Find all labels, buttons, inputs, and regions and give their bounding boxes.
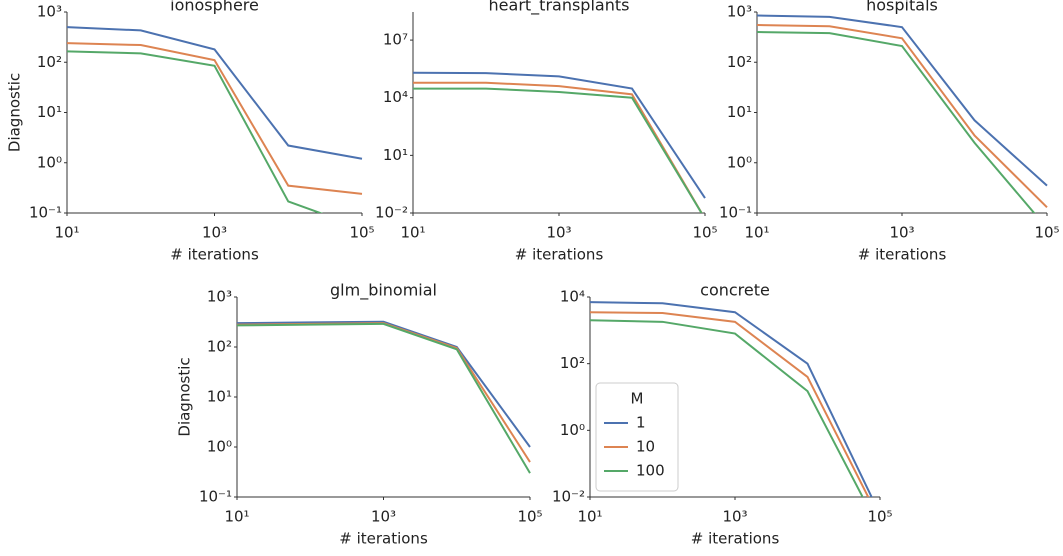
y-tick-label: 10¹ [37,103,62,121]
y-tick-label: 10⁷ [383,31,408,49]
series-line [590,301,873,497]
subplot-title: concrete [700,281,770,300]
x-tick-label: 10³ [889,224,914,242]
series-line [237,322,531,474]
x-tick-label: 10¹ [400,224,425,242]
x-tick-label: 10³ [722,508,747,526]
subplot: heart_transplants 10¹ 10³ 10⁵ 10⁻² 10¹ 10⁴ 10⁷ #… [375,0,718,264]
subplot: ionosphere 10¹ 10³ 10⁵ 10⁻¹ 10⁰ 10¹ 10² 10³ # ite… [6,0,375,264]
x-tick-label: 10³ [371,508,396,526]
legend-label: 100 [636,462,665,480]
subplot-title: glm_binomial [330,281,437,301]
series-line [757,30,1036,213]
y-tick-label: 10⁻¹ [199,488,232,506]
legend-frame [595,382,679,492]
y-tick-label: 10⁰ [560,421,585,439]
legend-title: M [631,390,644,408]
series-line [757,24,1048,208]
y-tick-label: 10² [207,338,232,356]
y-tick-label: 10¹ [207,388,232,406]
y-tick-label: 10⁰ [727,153,752,171]
series-line [67,42,363,195]
y-tick-label: 10⁻² [375,204,408,222]
legend-label: 1 [636,414,646,432]
x-tick-label: 10⁵ [349,224,374,242]
x-axis-label: # iterations [339,530,428,548]
subplot: glm_binomial 10¹ 10³ 10⁵ 10⁻¹ 10⁰ 10¹ 10² 10³ # i… [176,281,543,548]
y-tick-label: 10¹ [727,103,752,121]
series-line [67,26,363,160]
subplot-title: hospitals [866,0,938,15]
subplot: concrete 10¹ 10³ 10⁵ 10⁻² 10⁰ 10² 10⁴ # iteratio… [552,281,893,548]
x-axis-label: # iterations [170,246,259,264]
x-tick-label: 10⁵ [692,224,717,242]
series-line [413,71,706,199]
series-line [413,81,703,213]
y-axis-label: Diagnostic [6,73,24,152]
x-axis-label: # iterations [691,530,780,548]
y-tick-label: 10⁻¹ [29,204,62,222]
subplot-title: heart_transplants [489,0,630,16]
series-line [590,319,864,497]
y-axis-label: Diagnostic [176,357,194,436]
x-tick-label: 10¹ [54,224,79,242]
x-axis-label: # iterations [858,246,947,264]
y-tick-label: 10⁴ [383,88,408,106]
x-tick-label: 10¹ [744,224,769,242]
y-tick-label: 10³ [727,3,752,21]
x-tick-label: 10³ [202,224,227,242]
y-tick-label: 10⁴ [560,288,585,306]
series-line [757,14,1048,187]
y-tick-label: 10² [560,354,585,372]
y-tick-label: 10⁰ [207,438,232,456]
y-tick-label: 10³ [207,288,232,306]
y-tick-label: 10³ [37,3,62,21]
y-tick-label: 10⁻² [552,488,585,506]
subplot: hospitals 10¹ 10³ 10⁵ 10⁻¹ 10⁰ 10¹ 10² 10³ # iter… [719,0,1060,264]
x-axis-label: # iterations [515,246,604,264]
x-tick-label: 10⁵ [1034,224,1059,242]
legend-label: 10 [636,438,655,456]
y-tick-label: 10² [37,53,62,71]
y-tick-label: 10⁰ [37,153,62,171]
series-line [590,311,870,497]
y-tick-label: 10⁻¹ [719,204,752,222]
subplot-title: ionosphere [170,0,259,15]
legend: M 1 10 100 [595,382,679,492]
series-line [237,320,531,448]
x-tick-label: 10⁵ [517,508,542,526]
series-line [67,50,324,213]
x-tick-label: 10³ [546,224,571,242]
x-tick-label: 10¹ [224,508,249,526]
y-tick-label: 10¹ [383,146,408,164]
series-line [413,87,703,213]
x-tick-label: 10¹ [577,508,602,526]
y-tick-label: 10² [727,53,752,71]
x-tick-label: 10⁵ [867,508,892,526]
series-line [237,322,531,463]
